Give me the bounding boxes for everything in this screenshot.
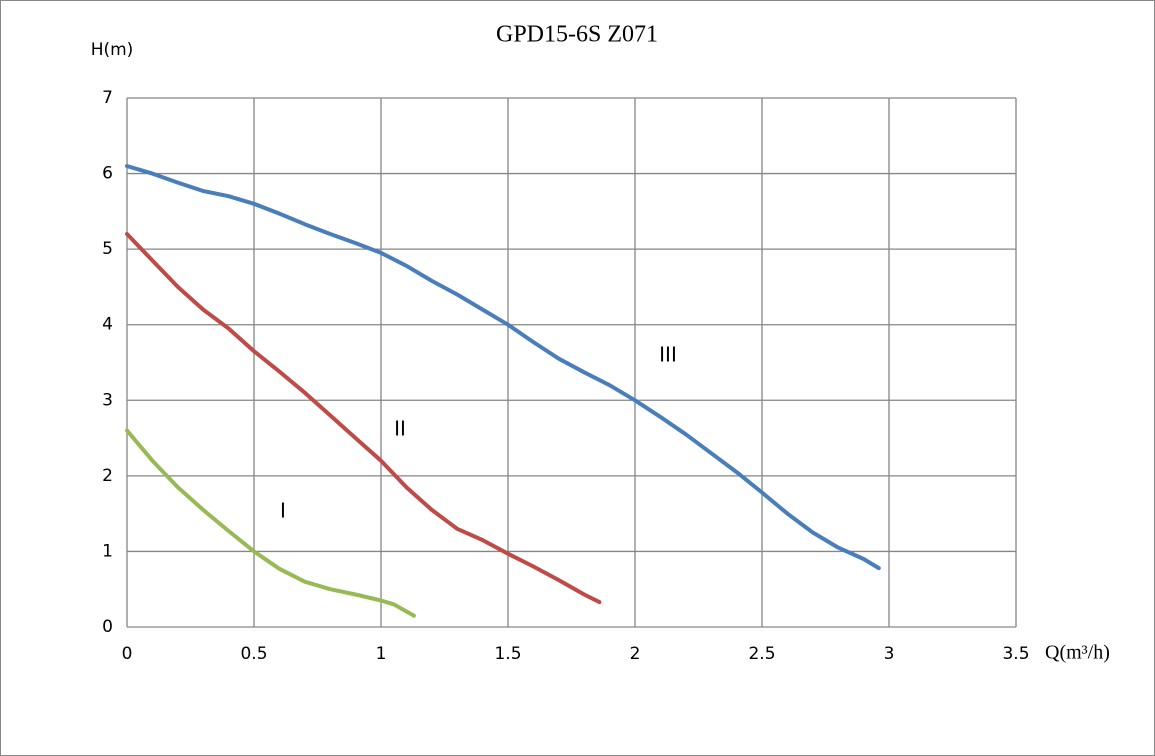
- chart-title: GPD15-6S Z071: [496, 22, 658, 48]
- curve-label: II: [394, 417, 406, 441]
- x-tick-label: 2.5: [748, 644, 775, 664]
- y-axis-label: H(m): [91, 40, 134, 60]
- x-tick-label: 2: [630, 644, 641, 664]
- x-tick-label: 3.5: [1002, 644, 1029, 664]
- series-line: [125, 232, 602, 605]
- y-tick-label: 6: [102, 164, 113, 184]
- x-tick-label: 3: [884, 644, 895, 664]
- series-line: [125, 164, 881, 571]
- y-tick-label: 1: [102, 541, 113, 561]
- x-tick-label: 0.5: [240, 644, 267, 664]
- curve-label: I: [280, 499, 286, 523]
- x-axis-label: Q(m³/h): [1045, 642, 1110, 664]
- x-tick-label: 0: [122, 644, 133, 664]
- x-tick-label: 1.5: [494, 644, 521, 664]
- y-tick-label: 3: [102, 390, 113, 410]
- y-tick-label: 5: [102, 239, 113, 259]
- y-tick-label: 2: [102, 466, 113, 486]
- y-tick-label: 0: [102, 617, 113, 637]
- curve-label: III: [659, 343, 677, 367]
- x-tick-label: 1: [376, 644, 387, 664]
- series-line: [125, 428, 416, 618]
- y-tick-label: 7: [102, 88, 113, 108]
- y-tick-label: 4: [102, 315, 113, 335]
